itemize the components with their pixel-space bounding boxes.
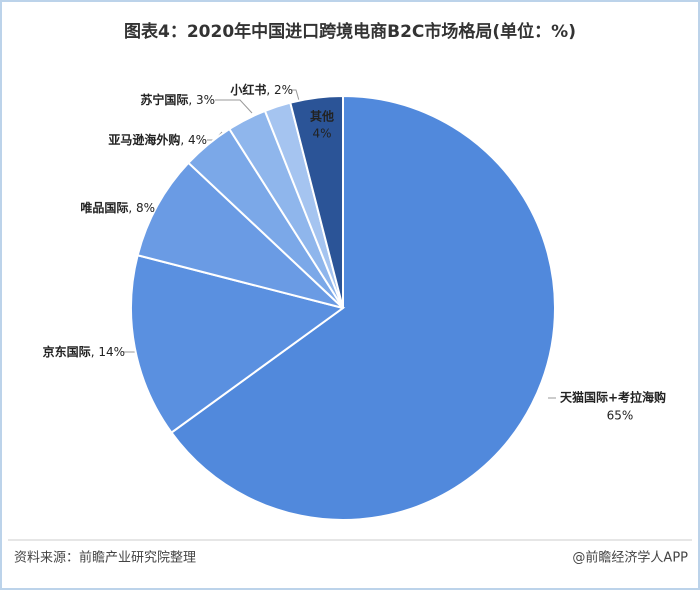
data-label: 京东国际, 14% <box>43 344 125 359</box>
credit: @前瞻经济学人APP <box>572 550 688 566</box>
category-label: 天猫国际+考拉海购 <box>560 390 666 405</box>
category-label: 小红书 <box>230 82 266 97</box>
value-label: 65% <box>607 409 634 423</box>
category-label: 其他 <box>310 109 334 124</box>
value-label: 4% <box>312 127 331 141</box>
data-label: 亚马逊海外购, 4% <box>108 132 207 147</box>
value-label: , 8% <box>128 201 155 215</box>
source: 资料来源：前瞻产业研究院整理 <box>14 550 196 566</box>
category-label: 苏宁国际 <box>140 92 188 107</box>
slice <box>136 161 344 309</box>
data-label: 苏宁国际, 3% <box>140 92 215 107</box>
category-label: 唯品国际 <box>80 200 128 215</box>
chart-title: 图表4：2020年中国进口跨境电商B2C市场格局(单位：%) <box>124 21 576 42</box>
value-label: , 2% <box>266 83 293 97</box>
category-label: 京东国际 <box>43 344 91 359</box>
category-label: 亚马逊海外购 <box>108 132 180 147</box>
value-label: , 3% <box>188 93 215 107</box>
slice <box>289 94 344 309</box>
slice <box>130 254 346 435</box>
data-label: 唯品国际, 8% <box>80 200 155 215</box>
data-label: 小红书, 2% <box>230 82 293 97</box>
leader <box>215 99 253 114</box>
value-label: , 4% <box>180 133 207 147</box>
slices <box>130 94 556 521</box>
value-label: , 14% <box>91 345 125 359</box>
leader <box>292 89 301 105</box>
slice <box>170 94 556 521</box>
